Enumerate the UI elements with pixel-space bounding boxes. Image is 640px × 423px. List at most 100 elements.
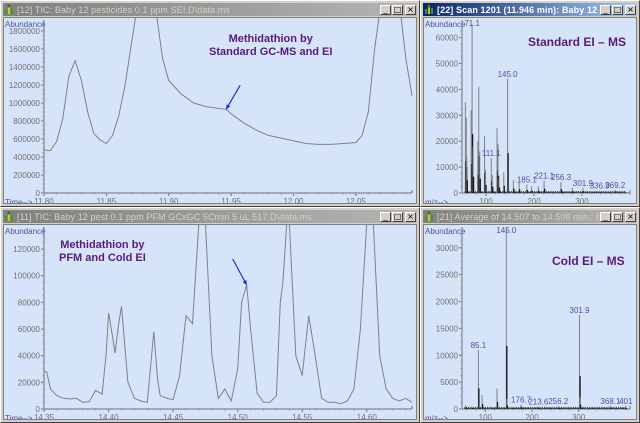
window-titlebar[interactable]: [22] Scan 1201 (11.946 min): Baby 12 pes…: [423, 3, 637, 16]
annotation-line: Methidathion by: [228, 33, 313, 45]
svg-text:20000: 20000: [436, 298, 459, 307]
svg-text:336.9: 336.9: [590, 181, 611, 190]
mass-spectrum-chart: Abundance m/z--> 0 5000 10000 15000 20000 25000…: [425, 226, 633, 420]
close-button[interactable]: ×: [405, 211, 416, 222]
window-titlebar[interactable]: [12] TIC: Baby 12 pesticides 0.1 ppm SEI…: [3, 3, 417, 16]
svg-text:368.1: 368.1: [600, 397, 621, 406]
annotation-label: Standard EI – MS: [528, 36, 626, 49]
maximize-button[interactable]: □: [612, 211, 623, 222]
svg-text:300: 300: [575, 197, 589, 204]
svg-text:12.00: 12.00: [283, 197, 304, 204]
svg-text:0: 0: [454, 189, 459, 198]
minimize-button[interactable]: _: [380, 4, 391, 15]
svg-text:14.45: 14.45: [163, 413, 184, 420]
svg-text:12.05: 12.05: [346, 197, 367, 204]
chemstation-app-icon: [425, 4, 433, 14]
svg-text:1200000: 1200000: [9, 81, 41, 90]
window-titlebar[interactable]: [21] Average of 14.507 to 14.508 min.: B…: [423, 210, 637, 223]
svg-text:Abundance: Abundance: [5, 20, 46, 29]
svg-text:185.1: 185.1: [517, 175, 538, 184]
window-title: [21] Average of 14.507 to 14.508 min.: B…: [437, 211, 599, 222]
svg-text:800000: 800000: [13, 117, 40, 126]
minimize-button[interactable]: _: [380, 211, 391, 222]
svg-text:10000: 10000: [436, 163, 459, 172]
minimize-button[interactable]: _: [600, 4, 611, 15]
svg-text:11.95: 11.95: [221, 197, 241, 204]
annotation-line: Standard GC-MS and EI: [209, 46, 333, 58]
window-title: [22] Scan 1201 (11.946 min): Baby 12 pes…: [437, 4, 599, 15]
svg-text:145.0: 145.0: [498, 70, 519, 79]
svg-text:m/z-->: m/z-->: [425, 414, 448, 420]
chemstation-app-icon: [425, 211, 433, 221]
svg-text:221.1: 221.1: [534, 172, 555, 181]
svg-text:14.55: 14.55: [292, 413, 313, 420]
svg-text:145.0: 145.0: [496, 226, 517, 235]
svg-text:300: 300: [572, 413, 586, 420]
tic-window-11[interactable]: [11] TIC: Baby 12 pest 0.1 ppm PFM GCxGC…: [0, 207, 420, 423]
svg-text:14.40: 14.40: [99, 413, 120, 420]
window-title: [12] TIC: Baby 12 pesticides 0.1 ppm SEI…: [17, 4, 230, 15]
svg-text:600000: 600000: [13, 135, 40, 144]
close-button[interactable]: ×: [405, 4, 416, 15]
svg-text:400000: 400000: [13, 153, 40, 162]
maximize-button[interactable]: □: [612, 4, 623, 15]
svg-text:40000: 40000: [436, 85, 459, 94]
chemstation-app-icon: [5, 211, 13, 221]
mass-spectrum-chart: Abundance m/z--> 0 10000 20000 30000 40000 5000…: [425, 19, 631, 204]
svg-text:5000: 5000: [440, 378, 458, 387]
svg-text:1800000: 1800000: [9, 27, 41, 36]
annotation-label: Cold EI – MS: [552, 255, 625, 268]
chromatogram-plot[interactable]: Abundance Time--> 0 200000 400000 600000 80000…: [3, 17, 417, 204]
svg-text:14.35: 14.35: [34, 413, 55, 420]
spectrum-plot[interactable]: Abundance m/z--> 0 5000 10000 15000 20000 25000…: [423, 224, 637, 420]
svg-text:111.1: 111.1: [482, 149, 501, 158]
svg-text:401: 401: [619, 397, 633, 406]
svg-text:14.50: 14.50: [228, 413, 249, 420]
svg-text:Abundance: Abundance: [425, 227, 466, 236]
spectrum-plot[interactable]: Abundance m/z--> 0 10000 20000 30000 40000 5000…: [423, 17, 637, 204]
svg-text:Abundance: Abundance: [425, 20, 466, 29]
svg-text:256.2: 256.2: [548, 397, 569, 406]
svg-text:100: 100: [479, 197, 493, 204]
window-titlebar[interactable]: [11] TIC: Baby 12 pest 0.1 ppm PFM GCxGC…: [3, 210, 417, 223]
maximize-button[interactable]: □: [392, 211, 403, 222]
chemstation-app-icon: [5, 4, 13, 14]
svg-text:213.6: 213.6: [528, 397, 549, 406]
close-button[interactable]: ×: [625, 4, 636, 15]
svg-text:11.85: 11.85: [97, 197, 117, 204]
svg-text:60000: 60000: [436, 34, 459, 43]
annotation-label: Methidathion by PFM and Cold EI: [59, 239, 146, 265]
annotation-label: Methidathion by Standard GC-MS and EI: [209, 33, 332, 59]
svg-text:30000: 30000: [436, 111, 459, 120]
svg-text:20000: 20000: [18, 378, 41, 387]
chromatogram-plot[interactable]: Abundance Time--> 0 20000 40000 60000 80000 100…: [3, 224, 417, 420]
svg-text:301.9: 301.9: [573, 179, 594, 188]
tic-window-12[interactable]: [12] TIC: Baby 12 pesticides 0.1 ppm SEI…: [0, 0, 420, 207]
svg-text:80000: 80000: [18, 298, 41, 307]
svg-text:71.1: 71.1: [464, 19, 480, 28]
minimize-button[interactable]: _: [600, 211, 611, 222]
tic-chart: Abundance Time-->0 200000 400000 600000 80000…: [5, 18, 413, 204]
svg-text:60000: 60000: [18, 325, 41, 334]
svg-text:100: 100: [479, 413, 493, 420]
svg-text:10000: 10000: [436, 351, 459, 360]
maximize-button[interactable]: □: [392, 4, 403, 15]
svg-text:1600000: 1600000: [9, 45, 41, 54]
svg-text:301.9: 301.9: [570, 306, 591, 315]
svg-text:11.80: 11.80: [34, 197, 54, 204]
window-title: [11] TIC: Baby 12 pest 0.1 ppm PFM GCxGC…: [17, 211, 312, 222]
svg-text:Abundance: Abundance: [5, 227, 46, 236]
svg-text:0: 0: [454, 405, 459, 414]
svg-text:256.3: 256.3: [551, 173, 572, 182]
svg-text:1000000: 1000000: [9, 99, 41, 108]
tic-chart: Abundance Time-->0 20000 40000 60000 80000 100…: [5, 225, 413, 420]
scan-window-22[interactable]: [22] Scan 1201 (11.946 min): Baby 12 pes…: [420, 0, 640, 207]
close-button[interactable]: ×: [625, 211, 636, 222]
average-window-21[interactable]: [21] Average of 14.507 to 14.508 min.: B…: [420, 207, 640, 423]
annotation-line: Cold EI – MS: [552, 254, 625, 268]
svg-text:85.1: 85.1: [471, 341, 487, 350]
svg-text:11.90: 11.90: [159, 197, 179, 204]
svg-text:Time-->: Time-->: [5, 198, 33, 204]
svg-text:200: 200: [527, 197, 541, 204]
svg-text:200: 200: [525, 413, 539, 420]
